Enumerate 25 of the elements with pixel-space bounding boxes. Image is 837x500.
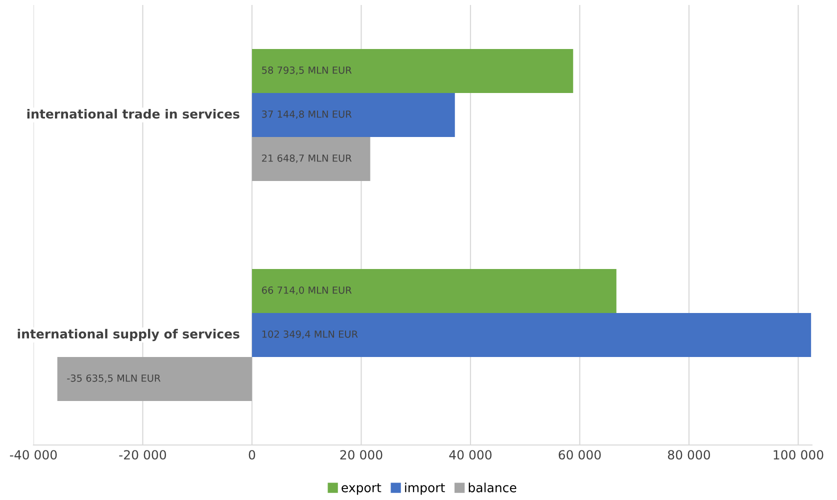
x-tick-label: 80 000 (668, 450, 710, 460)
legend-label: import (405, 482, 445, 495)
x-tick-label: 100 000 (774, 450, 824, 460)
data-label: 66 714,0 MLN EUR (262, 286, 352, 295)
bar (57, 357, 252, 401)
x-tick-label: 0 (248, 450, 256, 460)
legend-label: balance (468, 482, 516, 492)
bar (252, 137, 370, 181)
bar (252, 313, 812, 357)
y-tick-label: international trade in services (27, 108, 240, 119)
x-tick-label: 20 000 (340, 450, 382, 460)
data-label: 102 349,4 MLN EUR (262, 330, 358, 339)
x-tick-label: 60 000 (558, 450, 601, 460)
legend-label: export (342, 483, 382, 495)
data-label: 21 648,7 MLN EUR (262, 154, 352, 163)
x-tick-label: -20 000 (119, 450, 166, 460)
x-tick-label: 40 000 (449, 450, 492, 460)
x-tick-label: -40 000 (10, 450, 57, 460)
bar (252, 93, 455, 137)
bar (252, 269, 616, 313)
bar (252, 49, 574, 93)
data-label: -35 635,5 MLN EUR (67, 374, 160, 383)
data-label: 37 144,8 MLN EUR (262, 110, 352, 119)
y-tick-label: international supply of services (18, 328, 240, 342)
data-label: 58 793,5 MLN EUR (262, 66, 352, 75)
